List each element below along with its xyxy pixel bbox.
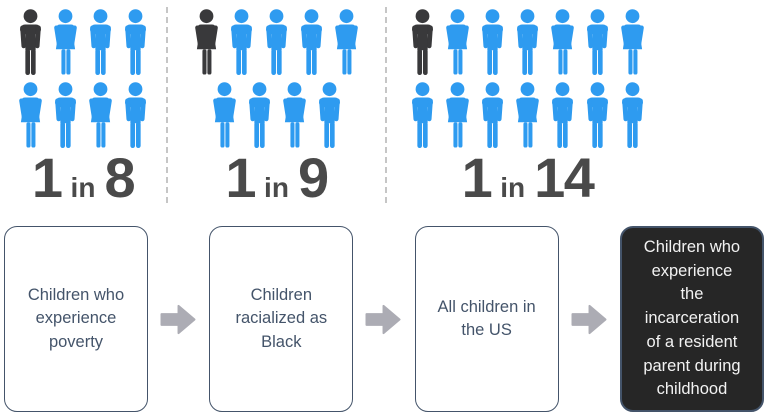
person-icon-man bbox=[587, 9, 608, 75]
person-icon-man bbox=[266, 9, 287, 75]
ratio-numerator: 1 bbox=[31, 146, 63, 209]
dashed-divider bbox=[385, 7, 387, 203]
person-icon-man-highlighted bbox=[20, 9, 41, 75]
flow-box-text: Children racialized as Black bbox=[235, 285, 328, 351]
person-icon-man-highlighted bbox=[412, 9, 433, 75]
pictogram-rows bbox=[190, 9, 363, 155]
person-icon-man bbox=[622, 82, 643, 148]
pictogram-row bbox=[406, 9, 649, 75]
pictogram-rows bbox=[406, 9, 649, 155]
person-icon-woman bbox=[550, 9, 575, 75]
person-icon-woman bbox=[334, 9, 359, 75]
ratio-connector: in bbox=[70, 172, 96, 203]
person-icon-woman bbox=[282, 82, 306, 148]
person-icon-woman bbox=[445, 9, 470, 75]
person-icon-woman bbox=[212, 82, 236, 148]
person-icon-man bbox=[482, 9, 503, 75]
person-icon-man bbox=[231, 9, 252, 75]
pictogram-content: 1 in 8 bbox=[14, 9, 152, 212]
person-icon-woman bbox=[620, 9, 645, 75]
ratio-label-racialized-black: 1 in 9 bbox=[225, 146, 329, 212]
person-icon-man bbox=[125, 82, 146, 148]
flow-section: Children who experience poverty Children… bbox=[0, 226, 768, 412]
person-icon-woman bbox=[53, 9, 78, 75]
pictogram-group-all-children: 1 in 14 bbox=[387, 9, 768, 212]
pictogram-row bbox=[14, 9, 152, 75]
arrow-right-icon bbox=[571, 304, 607, 334]
person-icon-woman bbox=[18, 82, 43, 148]
ratio-numerator: 1 bbox=[461, 146, 493, 209]
pictogram-group-racialized-black: 1 in 9 bbox=[168, 9, 385, 212]
person-icon-man bbox=[552, 82, 573, 148]
ratio-connector: in bbox=[500, 172, 526, 203]
pictogram-content: 1 in 9 bbox=[190, 9, 363, 212]
pictogram-row bbox=[14, 82, 152, 148]
person-icon-man bbox=[412, 82, 433, 148]
person-icon-woman-highlighted bbox=[194, 9, 219, 75]
pictogram-row bbox=[190, 82, 363, 148]
ratio-connector: in bbox=[264, 172, 289, 203]
person-icon-man bbox=[125, 9, 146, 75]
person-icon-man bbox=[301, 9, 322, 75]
ratio-label-all-children: 1 in 14 bbox=[461, 146, 595, 212]
person-icon-woman bbox=[88, 82, 113, 148]
person-icon-man bbox=[517, 9, 538, 75]
ratio-denominator: 14 bbox=[534, 146, 595, 209]
flow-box-racialized-black: Children racialized as Black bbox=[209, 226, 354, 412]
person-icon-woman bbox=[515, 82, 540, 148]
ratio-numerator: 1 bbox=[225, 146, 256, 209]
flow-box-text: All children in the US bbox=[437, 297, 536, 339]
flow-box-text: Children who experience poverty bbox=[27, 285, 125, 351]
ratio-denominator: 9 bbox=[297, 146, 329, 209]
person-icon-man bbox=[482, 82, 503, 148]
pictogram-rows bbox=[14, 9, 152, 155]
person-icon-man bbox=[248, 82, 270, 148]
pictogram-content: 1 in 14 bbox=[406, 9, 649, 212]
person-icon-man bbox=[587, 82, 608, 148]
pictogram-group-poverty: 1 in 8 bbox=[0, 9, 166, 212]
person-icon-man bbox=[90, 9, 111, 75]
flow-box-poverty: Children who experience poverty bbox=[4, 226, 148, 412]
pictogram-row bbox=[406, 82, 649, 148]
ratio-label-poverty: 1 in 8 bbox=[31, 146, 136, 212]
person-icon-man bbox=[318, 82, 340, 148]
person-icon-woman bbox=[445, 82, 470, 148]
person-icon-man bbox=[55, 82, 76, 148]
pictograph-section: 1 in 8 1 in 9 1 in 14 bbox=[0, 0, 768, 206]
ratio-denominator: 8 bbox=[104, 146, 135, 209]
arrow-right-icon bbox=[365, 304, 401, 334]
dashed-divider bbox=[166, 7, 168, 203]
flow-box-all-children: All children in the US bbox=[414, 226, 559, 412]
pictogram-row bbox=[190, 9, 363, 75]
flow-box-parental-incarceration: Children who experience the incarceratio… bbox=[619, 226, 764, 412]
flow-box-text: Children who experience the incarceratio… bbox=[643, 237, 741, 399]
arrow-right-icon bbox=[160, 304, 196, 334]
